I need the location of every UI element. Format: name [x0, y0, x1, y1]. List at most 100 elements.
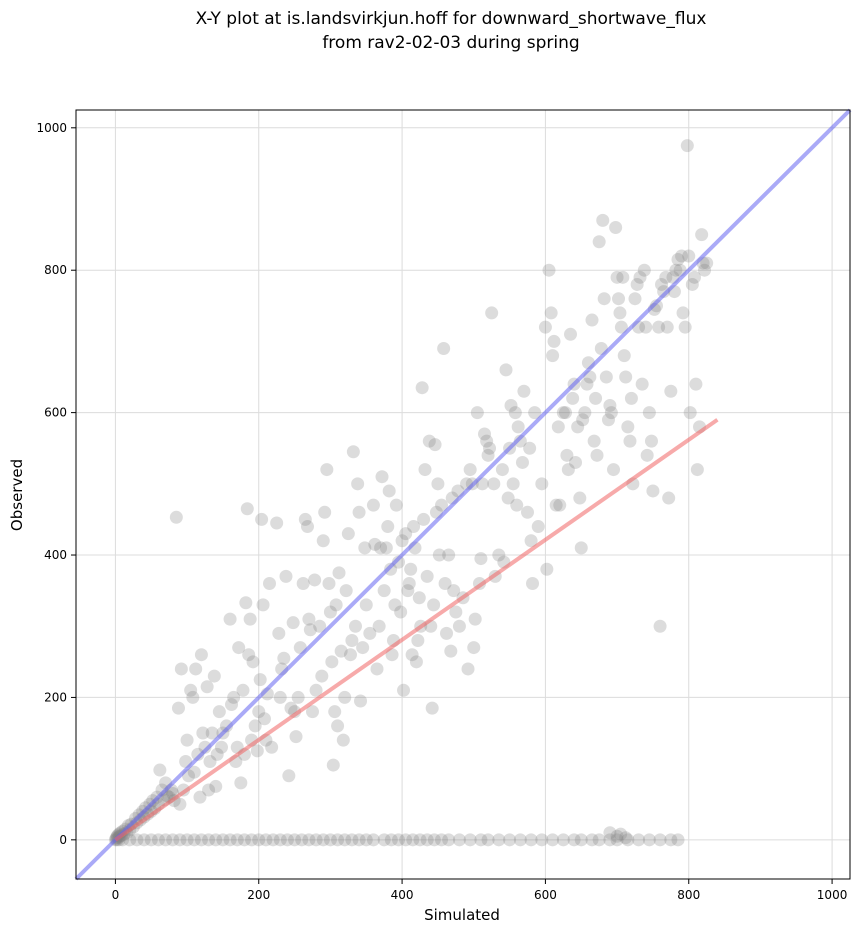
data-point: [662, 491, 676, 505]
data-point: [452, 833, 466, 847]
data-point: [174, 662, 188, 676]
data-point: [432, 548, 446, 562]
data-point: [492, 833, 506, 847]
data-point: [567, 833, 581, 847]
data-point: [603, 826, 617, 840]
data-point: [526, 577, 540, 591]
data-point: [624, 391, 638, 405]
data-point: [564, 327, 577, 341]
data-point: [425, 701, 439, 715]
data-point: [381, 520, 395, 534]
data-point: [427, 833, 441, 847]
data-point: [255, 512, 269, 526]
data-point: [447, 584, 461, 598]
data-point: [366, 833, 380, 847]
data-point: [660, 320, 674, 334]
data-point: [227, 690, 241, 704]
data-point: [263, 577, 276, 591]
data-point: [420, 833, 434, 847]
x-tick-label: 1000: [817, 888, 848, 902]
data-point: [599, 370, 613, 384]
data-point: [209, 779, 223, 793]
data-point: [366, 498, 380, 512]
data-point: [306, 705, 319, 719]
data-point: [435, 498, 448, 512]
data-point: [399, 833, 413, 847]
data-point: [395, 534, 409, 548]
data-point: [561, 463, 575, 477]
data-point: [198, 740, 212, 754]
data-point: [405, 648, 419, 662]
data-point: [463, 833, 477, 847]
data-point: [571, 420, 585, 434]
data-point: [384, 562, 398, 576]
data-point: [173, 797, 187, 811]
data-point: [237, 833, 251, 847]
data-point: [569, 455, 583, 469]
y-tick-label: 400: [44, 548, 67, 562]
data-point: [189, 662, 203, 676]
reference-lines: [74, 108, 852, 881]
data-point: [676, 306, 690, 320]
data-point: [232, 641, 246, 655]
data-point: [427, 598, 441, 612]
data-point: [664, 384, 678, 398]
data-point: [580, 377, 594, 391]
data-point: [279, 569, 293, 583]
data-point: [196, 726, 210, 740]
data-point: [123, 833, 137, 847]
data-point: [603, 398, 617, 412]
data-point: [444, 644, 458, 658]
data-point: [487, 477, 501, 491]
data-point: [259, 833, 273, 847]
data-point: [632, 833, 646, 847]
data-point: [223, 833, 237, 847]
data-point: [628, 292, 642, 306]
data-point: [412, 591, 426, 605]
data-point: [223, 612, 237, 626]
data-point: [272, 626, 286, 640]
data-point: [574, 541, 588, 555]
data-point: [252, 833, 266, 847]
data-point: [623, 434, 637, 448]
data-point: [431, 477, 445, 491]
data-point: [610, 833, 624, 847]
data-point: [313, 619, 327, 633]
data-point: [352, 833, 366, 847]
data-point: [345, 633, 359, 647]
data-point: [585, 833, 599, 847]
data-point: [510, 498, 524, 512]
data-point: [186, 690, 200, 704]
data-point: [332, 566, 346, 580]
data-point: [155, 783, 169, 797]
data-point: [607, 463, 620, 477]
data-point: [542, 263, 556, 277]
data-point: [617, 349, 631, 363]
data-point: [230, 833, 244, 847]
data-point: [556, 833, 570, 847]
data-point: [621, 420, 635, 434]
data-point: [678, 320, 692, 334]
data-point: [298, 512, 312, 526]
data-point: [687, 270, 701, 284]
data-point: [359, 598, 373, 612]
data-point: [151, 833, 165, 847]
data-point: [171, 701, 185, 715]
data-point: [480, 434, 494, 448]
data-point: [309, 683, 323, 697]
data-point: [234, 776, 248, 790]
data-point: [331, 719, 345, 733]
data-point: [420, 569, 434, 583]
data-point: [256, 598, 270, 612]
data-point: [468, 612, 482, 626]
data-point: [438, 577, 452, 591]
data-point: [418, 463, 432, 477]
data-point: [690, 463, 704, 477]
data-point: [323, 833, 337, 847]
data-point: [504, 398, 518, 412]
data-point: [474, 552, 488, 566]
data-point: [682, 249, 696, 263]
data-point: [640, 448, 654, 462]
x-tick-label: 600: [534, 888, 557, 902]
data-point: [558, 406, 572, 420]
